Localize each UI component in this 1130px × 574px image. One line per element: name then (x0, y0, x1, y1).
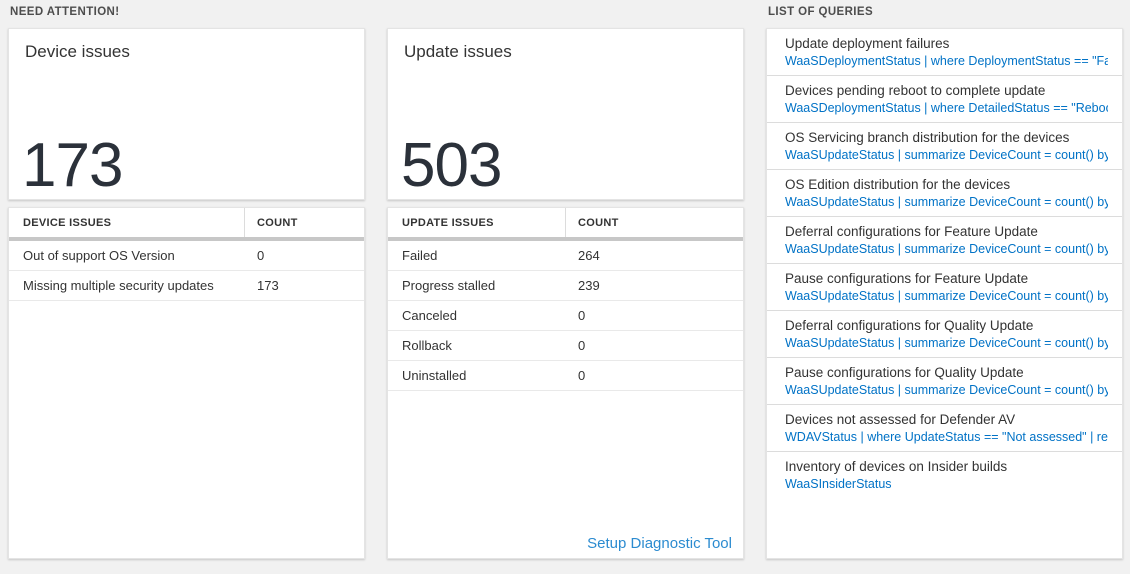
column-header-update-issues: UPDATE ISSUES (388, 208, 566, 237)
column-header-count: COUNT (257, 216, 298, 229)
table-row[interactable]: Missing multiple security updates 173 (9, 271, 364, 301)
device-issues-table: DEVICE ISSUES COUNT Out of support OS Ve… (8, 207, 365, 559)
query-item[interactable]: Deferral configurations for Feature Upda… (767, 217, 1122, 264)
need-attention-cards: Device issues 173 DEVICE ISSUES COUNT Ou… (8, 28, 744, 559)
query-item[interactable]: Devices not assessed for Defender AV WDA… (767, 405, 1122, 452)
query-item[interactable]: OS Edition distribution for the devices … (767, 170, 1122, 217)
row-count: 239 (578, 278, 600, 293)
query-item[interactable]: Devices pending reboot to complete updat… (767, 76, 1122, 123)
row-count: 264 (578, 248, 600, 263)
card-title: Device issues (25, 42, 130, 61)
query-list: Update deployment failures WaaSDeploymen… (766, 28, 1123, 559)
column-header-device-issues: DEVICE ISSUES (9, 208, 245, 237)
setup-diagnostic-tool-link[interactable]: Setup Diagnostic Tool (587, 535, 732, 552)
row-count: 0 (578, 368, 586, 383)
update-issues-count: 503 (401, 131, 502, 200)
query-text: WaaSUpdateStatus | summarize DeviceCount… (785, 148, 1108, 162)
row-label: Progress stalled (402, 278, 496, 293)
table-row[interactable]: Uninstalled 0 (388, 361, 743, 391)
row-count: 0 (578, 338, 586, 353)
row-label: Out of support OS Version (23, 248, 175, 263)
query-title: Deferral configurations for Feature Upda… (785, 224, 1038, 239)
query-text: WaaSUpdateStatus | summarize DeviceCount… (785, 195, 1108, 209)
section-label-list-of-queries: LIST OF QUERIES (768, 6, 874, 18)
query-title: Update deployment failures (785, 36, 950, 51)
header-divider-bar (9, 237, 364, 241)
need-attention-section: NEED ATTENTION! Device issues 173 DEVICE… (8, 3, 744, 559)
query-text: WaaSDeploymentStatus | where DetailedSta… (785, 101, 1108, 115)
dashboard: NEED ATTENTION! Device issues 173 DEVICE… (8, 3, 1123, 559)
table-row[interactable]: Progress stalled 239 (388, 271, 743, 301)
query-text: WDAVStatus | where UpdateStatus == "Not … (785, 430, 1108, 444)
query-text: WaaSUpdateStatus | summarize DeviceCount… (785, 289, 1108, 303)
row-count: 173 (257, 278, 279, 293)
query-item[interactable]: Deferral configurations for Quality Upda… (767, 311, 1122, 358)
query-text: WaaSUpdateStatus | summarize DeviceCount… (785, 383, 1108, 397)
query-title: OS Edition distribution for the devices (785, 177, 1011, 192)
row-label: Canceled (402, 308, 457, 323)
query-item[interactable]: Update deployment failures WaaSDeploymen… (767, 29, 1122, 76)
device-issues-card[interactable]: Device issues 173 (8, 28, 365, 200)
table-row[interactable]: Rollback 0 (388, 331, 743, 361)
header-divider-bar (388, 237, 743, 241)
query-title: OS Servicing branch distribution for the… (785, 130, 1070, 145)
query-text: WaaSUpdateStatus | summarize DeviceCount… (785, 242, 1108, 256)
table-header-row: UPDATE ISSUES COUNT (388, 208, 743, 237)
row-label: Rollback (402, 338, 452, 353)
row-label: Missing multiple security updates (23, 278, 214, 293)
table-row[interactable]: Canceled 0 (388, 301, 743, 331)
query-title: Pause configurations for Quality Update (785, 365, 1024, 380)
queries-section: LIST OF QUERIES Update deployment failur… (766, 3, 1123, 559)
table-header-row: DEVICE ISSUES COUNT (9, 208, 364, 237)
query-text: WaaSInsiderStatus (785, 477, 892, 491)
query-title: Inventory of devices on Insider builds (785, 459, 1008, 474)
row-label: Uninstalled (402, 368, 467, 383)
update-issues-column: Update issues 503 UPDATE ISSUES COUNT Fa… (387, 28, 744, 559)
table-body: Out of support OS Version 0 Missing mult… (9, 241, 364, 301)
card-title: Update issues (404, 42, 512, 61)
query-title: Devices not assessed for Defender AV (785, 412, 1016, 427)
query-title: Devices pending reboot to complete updat… (785, 83, 1046, 98)
row-count: 0 (257, 248, 265, 263)
device-issues-column: Device issues 173 DEVICE ISSUES COUNT Ou… (8, 28, 365, 559)
section-label-need-attention: NEED ATTENTION! (10, 6, 120, 18)
query-item[interactable]: Pause configurations for Quality Update … (767, 358, 1122, 405)
query-text: WaaSUpdateStatus | summarize DeviceCount… (785, 336, 1108, 350)
table-body: Failed 264 Progress stalled 239 Canceled… (388, 241, 743, 391)
query-item[interactable]: Inventory of devices on Insider builds W… (767, 452, 1122, 498)
column-header-count: COUNT (578, 216, 619, 229)
table-row[interactable]: Failed 264 (388, 241, 743, 271)
query-title: Deferral configurations for Quality Upda… (785, 318, 1034, 333)
table-row[interactable]: Out of support OS Version 0 (9, 241, 364, 271)
query-item[interactable]: Pause configurations for Feature Update … (767, 264, 1122, 311)
query-item[interactable]: OS Servicing branch distribution for the… (767, 123, 1122, 170)
device-issues-count: 173 (22, 131, 123, 200)
update-issues-card[interactable]: Update issues 503 (387, 28, 744, 200)
query-text: WaaSDeploymentStatus | where DeploymentS… (785, 54, 1108, 68)
row-count: 0 (578, 308, 586, 323)
row-label: Failed (402, 248, 438, 263)
update-issues-table: UPDATE ISSUES COUNT Failed 264 Progress … (387, 207, 744, 559)
query-title: Pause configurations for Feature Update (785, 271, 1029, 286)
